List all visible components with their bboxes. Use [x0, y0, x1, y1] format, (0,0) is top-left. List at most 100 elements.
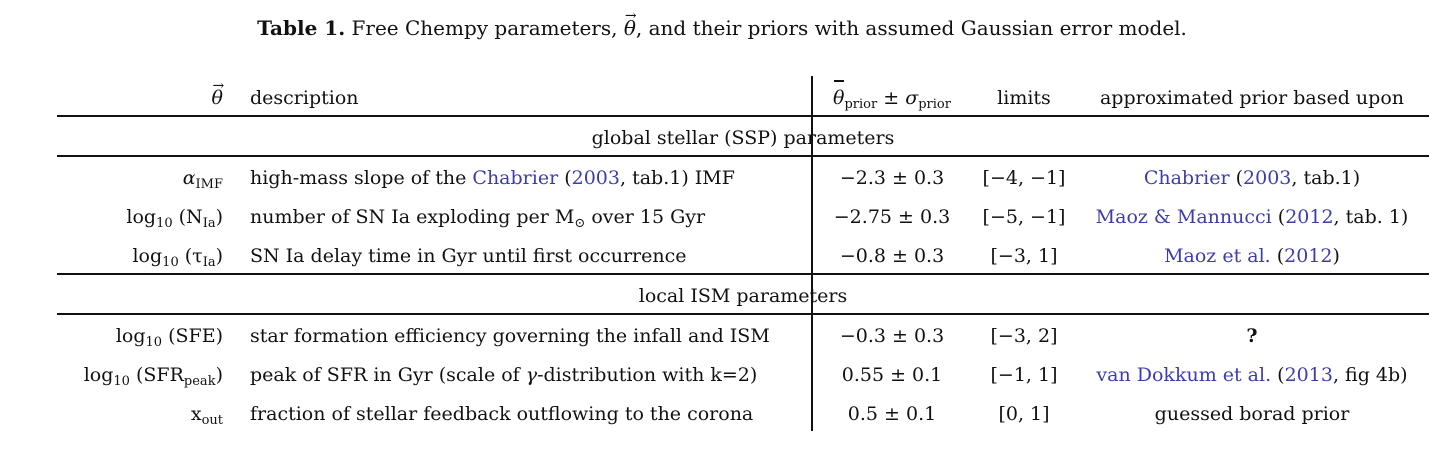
ism-section-top-rule	[57, 273, 1429, 275]
theta-vector-symbol: θ	[624, 2, 637, 42]
param-text: (SFE)	[162, 325, 223, 347]
description-text: (	[558, 167, 572, 189]
theta-bar-symbol: θ	[833, 78, 845, 118]
param-cell: log10 (SFRpeak)	[57, 355, 223, 395]
table-row: log10 (NIa) number of SN Ia exploding pe…	[0, 197, 1444, 237]
param-subscript: 10	[145, 335, 163, 350]
reference-text: , tab. 1)	[1333, 206, 1409, 228]
table-row: xout fraction of stellar feedback outflo…	[0, 394, 1444, 434]
table-header-row: θ description θprior ± σprior limits app…	[0, 66, 1444, 118]
citation-year-link[interactable]: 2012	[1284, 245, 1333, 267]
table-row: log10 (SFRpeak) peak of SFR in Gyr (scal…	[0, 355, 1444, 395]
reference-cell: ?	[1246, 325, 1258, 347]
header-rule	[57, 115, 1429, 117]
reference-text: , tab.1)	[1291, 167, 1361, 189]
reference-cell: Maoz et al. (2012)	[1076, 236, 1428, 276]
limits-cell: [−3, 2]	[990, 325, 1058, 347]
header-description: description	[250, 87, 359, 109]
reference-cell: Maoz & Mannucci (2012, tab. 1)	[1076, 197, 1428, 237]
limits-cell: [−5, −1]	[982, 206, 1066, 228]
param-cell: xout	[57, 394, 223, 434]
reference-text: , fig 4b)	[1332, 364, 1408, 386]
param-subscript: Ia	[202, 216, 216, 231]
citation-year-link[interactable]: 2013	[1284, 364, 1333, 386]
param-text: (τ	[178, 245, 203, 267]
param-text: )	[215, 206, 223, 228]
caption-text-post: , and their priors with assumed Gaussian…	[635, 16, 1187, 40]
description-text: high-mass slope of the	[250, 167, 473, 189]
param-subscript: 10	[113, 374, 130, 389]
param-text: )	[215, 245, 223, 267]
limits-cell: [0, 1]	[998, 403, 1050, 425]
table-caption: Table 1. Free Chempy parameters, θ, and …	[0, 2, 1444, 42]
sigma-subscript: prior	[918, 97, 951, 112]
prior-subscript: prior	[844, 97, 878, 112]
param-text: )	[215, 364, 223, 386]
param-symbol: log	[132, 245, 163, 267]
table-row: log10 (τIa) SN Ia delay time in Gyr unti…	[0, 236, 1444, 276]
sigma-symbol: σ	[905, 87, 919, 109]
citation-year-link[interactable]: 2003	[1243, 167, 1292, 189]
caption-label: Table 1.	[257, 16, 346, 40]
citation-link[interactable]: Maoz & Mannucci	[1095, 206, 1272, 228]
param-text: (SFR	[129, 364, 184, 386]
description-cell: SN Ia delay time in Gyr until first occu…	[250, 245, 687, 267]
citation-link[interactable]: Chabrier	[472, 167, 559, 189]
citation-year-link[interactable]: 2003	[571, 167, 620, 189]
description-cell: high-mass slope of the Chabrier (2003, t…	[250, 158, 810, 198]
description-cell: number of SN Ia exploding per M⊙ over 15…	[250, 197, 810, 237]
reference-text: (	[1229, 167, 1244, 189]
prior-cell: −0.8 ± 0.3	[839, 245, 945, 267]
param-symbol: log	[126, 206, 157, 228]
description-text: number of SN Ia exploding per M	[250, 206, 575, 228]
param-subscript: peak	[183, 374, 216, 389]
description-cell: fraction of stellar feedback outflowing …	[250, 403, 754, 425]
param-symbol: log	[115, 325, 146, 347]
description-text: over 15 Gyr	[585, 206, 706, 228]
header-prior: θprior ± σprior	[812, 78, 972, 118]
citation-link[interactable]: Chabrier	[1143, 167, 1230, 189]
param-cell: αIMF	[57, 158, 223, 198]
reference-cell: van Dokkum et al. (2013, fig 4b)	[1076, 355, 1428, 395]
param-cell: log10 (SFE)	[57, 316, 223, 356]
param-text: (N	[172, 206, 203, 228]
header-based-upon: approximated prior based upon	[1099, 87, 1405, 109]
reference-cell: Chabrier (2003, tab.1)	[1076, 158, 1428, 198]
column-divider	[811, 76, 813, 431]
param-symbol: log	[83, 364, 114, 386]
param-symbol: x	[190, 403, 202, 425]
param-subscript: Ia	[202, 255, 216, 270]
reference-text: (	[1271, 364, 1285, 386]
prior-cell: −0.3 ± 0.3	[839, 325, 945, 347]
citation-year-link[interactable]: 2012	[1285, 206, 1334, 228]
table-row: αIMF high-mass slope of the Chabrier (20…	[0, 158, 1444, 198]
prior-cell: 0.55 ± 0.1	[841, 364, 943, 386]
limits-cell: [−3, 1]	[990, 245, 1058, 267]
theta-vector-symbol: θ	[212, 66, 225, 118]
section-ssp-heading: global stellar (SSP) parameters	[591, 127, 895, 149]
plus-minus: ±	[877, 87, 906, 109]
table-row: log10 (SFE) star formation efficiency go…	[0, 316, 1444, 356]
param-cell: log10 (τIa)	[57, 236, 223, 276]
prior-cell: −2.3 ± 0.3	[839, 167, 945, 189]
section-ism-heading: local ISM parameters	[638, 285, 848, 307]
citation-link[interactable]: Maoz et al.	[1164, 245, 1271, 267]
description-text: -distribution with k=2)	[537, 364, 758, 386]
description-cell: peak of SFR in Gyr (scale of γ-distribut…	[250, 355, 810, 395]
prior-cell: −2.75 ± 0.3	[833, 206, 951, 228]
citation-link[interactable]: van Dokkum et al.	[1096, 364, 1272, 386]
param-cell: log10 (NIa)	[57, 197, 223, 237]
limits-cell: [−1, 1]	[990, 364, 1058, 386]
gamma-symbol: γ	[525, 364, 538, 386]
header-theta: θ	[57, 66, 225, 118]
description-text: , tab.1) IMF	[619, 167, 735, 189]
caption-text-pre: Free Chempy parameters,	[351, 16, 618, 40]
ism-section-rule	[57, 313, 1429, 315]
param-subscript: IMF	[195, 177, 223, 192]
param-subscript: 10	[162, 255, 179, 270]
reference-cell: guessed borad prior	[1154, 403, 1350, 425]
ssp-section-rule	[57, 155, 1429, 157]
param-subscript: out	[201, 413, 223, 428]
param-subscript: 10	[156, 216, 173, 231]
reference-text: (	[1270, 245, 1285, 267]
